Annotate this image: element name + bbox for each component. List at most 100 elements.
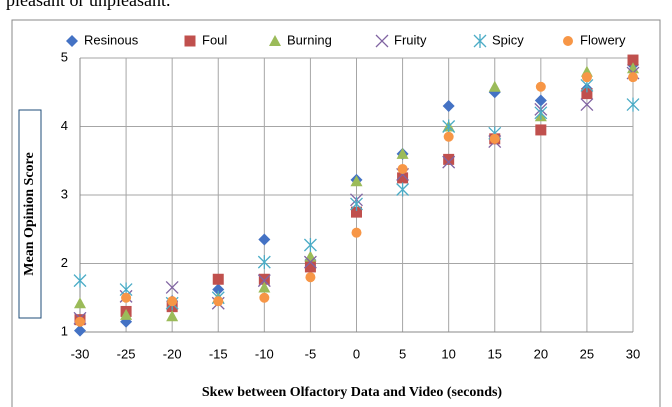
- marker: [535, 124, 547, 136]
- star: [442, 119, 456, 134]
- circle: [75, 316, 85, 327]
- cross: [442, 155, 456, 169]
- marker: [442, 119, 456, 134]
- x-tick-label: -10: [255, 346, 274, 361]
- x-tick-label: 0: [353, 346, 360, 361]
- square: [397, 172, 409, 184]
- circle: [167, 296, 178, 307]
- marker: [166, 310, 179, 322]
- circle: [397, 163, 408, 174]
- legend-label: Burning: [287, 32, 332, 47]
- cross: [303, 255, 317, 269]
- star: [534, 105, 548, 120]
- marker: [534, 94, 547, 107]
- triangle: [304, 250, 317, 262]
- x-tick-label: -30: [71, 346, 90, 361]
- star: [73, 273, 87, 288]
- star: [350, 196, 363, 211]
- marker: [580, 98, 594, 112]
- marker: [121, 292, 132, 303]
- marker: [74, 324, 86, 337]
- square: [535, 124, 547, 136]
- square: [258, 273, 270, 285]
- legend-label: Flowery: [580, 32, 626, 47]
- diamond: [74, 324, 86, 337]
- marker: [165, 281, 179, 294]
- cross: [375, 34, 389, 48]
- x-tick-label: 15: [488, 346, 502, 361]
- marker: [350, 196, 363, 211]
- marker: [489, 133, 500, 144]
- y-tick-label: 3: [61, 186, 68, 201]
- marker: [442, 155, 456, 169]
- marker: [351, 206, 362, 218]
- circle: [213, 296, 224, 307]
- square: [184, 35, 196, 47]
- triangle: [258, 281, 271, 293]
- x-tick-label: 5: [399, 346, 406, 361]
- legend-label: Spicy: [492, 32, 524, 47]
- marker: [581, 72, 592, 83]
- circle: [628, 72, 638, 83]
- marker: [305, 272, 316, 283]
- chart-border: [11, 19, 661, 407]
- star: [473, 34, 487, 48]
- cross: [165, 281, 179, 294]
- cross: [580, 98, 594, 112]
- marker: [304, 250, 317, 262]
- marker: [351, 227, 362, 238]
- marker: [626, 97, 640, 112]
- diamond: [442, 99, 455, 112]
- header-text: pleasant or unpleasant.: [6, 0, 170, 10]
- marker: [257, 274, 271, 288]
- circle: [563, 36, 573, 46]
- square: [443, 153, 455, 165]
- y-tick-label: 5: [61, 49, 68, 64]
- circle: [121, 292, 132, 303]
- marker: [443, 153, 455, 165]
- triangle: [120, 308, 133, 320]
- marker: [258, 273, 270, 285]
- marker: [258, 233, 271, 246]
- x-tick-label: -5: [305, 346, 317, 361]
- x-tick-label: -25: [117, 346, 136, 361]
- x-tick-label: -15: [209, 346, 228, 361]
- marker: [167, 296, 178, 307]
- triangle: [269, 35, 281, 46]
- square: [581, 88, 593, 100]
- triangle: [74, 297, 86, 309]
- triangle: [350, 175, 363, 187]
- marker: [396, 147, 409, 159]
- y-axis-label: Mean Opinion Score: [22, 152, 37, 275]
- marker: [259, 292, 270, 303]
- marker: [534, 105, 548, 120]
- marker: [184, 35, 196, 47]
- marker: [212, 273, 224, 285]
- marker: [73, 273, 87, 288]
- diamond: [534, 94, 547, 107]
- legend-label: Resinous: [84, 32, 139, 47]
- x-tick-label: 25: [580, 346, 594, 361]
- marker: [66, 35, 78, 47]
- y-tick-label: 2: [61, 255, 68, 270]
- marker: [303, 255, 317, 269]
- marker: [443, 131, 454, 142]
- square: [351, 206, 362, 218]
- marker: [120, 308, 133, 320]
- circle: [259, 292, 270, 303]
- x-tick-label: -20: [163, 346, 182, 361]
- star: [626, 97, 640, 112]
- marker: [304, 261, 316, 273]
- marker: [488, 80, 501, 92]
- marker: [74, 297, 86, 309]
- triangle: [166, 310, 179, 322]
- circle: [581, 72, 592, 83]
- star: [303, 238, 317, 253]
- triangle: [488, 80, 501, 92]
- marker: [303, 238, 317, 253]
- marker: [535, 81, 546, 92]
- circle: [305, 272, 316, 283]
- marker: [375, 34, 389, 48]
- cross: [257, 274, 271, 288]
